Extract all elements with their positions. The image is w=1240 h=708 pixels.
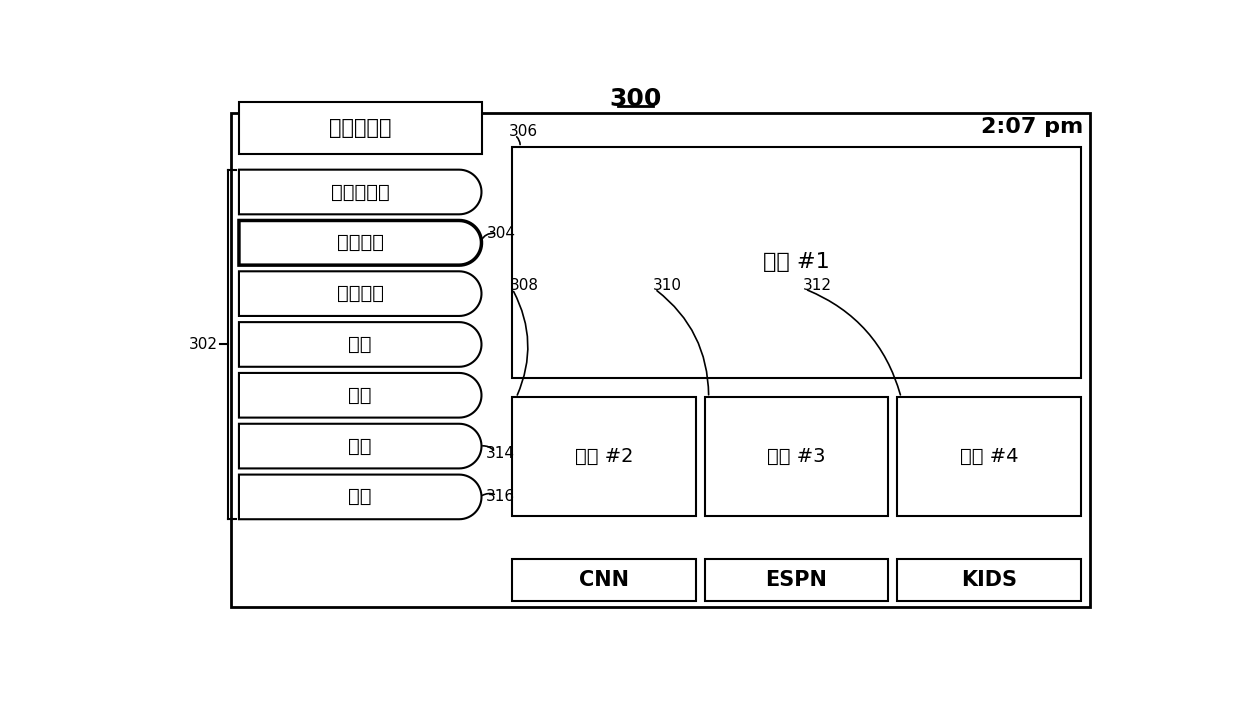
- FancyBboxPatch shape: [239, 102, 481, 154]
- FancyBboxPatch shape: [512, 559, 696, 601]
- Text: 302: 302: [188, 337, 217, 352]
- Text: 电视列表: 电视列表: [337, 234, 383, 252]
- Text: ESPN: ESPN: [765, 570, 827, 590]
- PathPatch shape: [239, 170, 481, 215]
- PathPatch shape: [239, 474, 481, 519]
- Text: CNN: CNN: [579, 570, 629, 590]
- PathPatch shape: [239, 271, 481, 316]
- Text: 图像 #3: 图像 #3: [768, 447, 826, 466]
- Text: KIDS: KIDS: [961, 570, 1017, 590]
- Text: 体育: 体育: [348, 386, 372, 405]
- Text: 媒体提供商: 媒体提供商: [329, 118, 392, 138]
- Text: 306: 306: [508, 124, 538, 139]
- PathPatch shape: [239, 373, 481, 418]
- Text: 图像 #2: 图像 #2: [574, 447, 634, 466]
- Text: 316: 316: [485, 489, 515, 504]
- Text: 312: 312: [802, 278, 832, 292]
- PathPatch shape: [239, 220, 481, 265]
- FancyBboxPatch shape: [704, 559, 888, 601]
- FancyBboxPatch shape: [898, 559, 1080, 601]
- Text: 新闻: 新闻: [348, 335, 372, 354]
- Text: 儿童: 儿童: [348, 437, 372, 455]
- Text: 308: 308: [510, 278, 539, 292]
- PathPatch shape: [239, 322, 481, 367]
- FancyBboxPatch shape: [704, 396, 888, 516]
- Text: 300: 300: [609, 87, 662, 111]
- FancyBboxPatch shape: [898, 396, 1080, 516]
- Text: 本地: 本地: [348, 487, 372, 506]
- PathPatch shape: [239, 424, 481, 469]
- FancyBboxPatch shape: [231, 113, 1090, 607]
- Text: 图像 #1: 图像 #1: [763, 252, 830, 272]
- Text: 返回到电视: 返回到电视: [331, 183, 389, 202]
- Text: 按需播放: 按需播放: [337, 284, 383, 303]
- Text: 314: 314: [485, 446, 515, 462]
- Text: 304: 304: [487, 226, 516, 241]
- FancyBboxPatch shape: [512, 147, 1080, 377]
- FancyBboxPatch shape: [512, 396, 696, 516]
- Text: 310: 310: [652, 278, 682, 292]
- Text: 图像 #4: 图像 #4: [960, 447, 1018, 466]
- Text: 2:07 pm: 2:07 pm: [981, 117, 1084, 137]
